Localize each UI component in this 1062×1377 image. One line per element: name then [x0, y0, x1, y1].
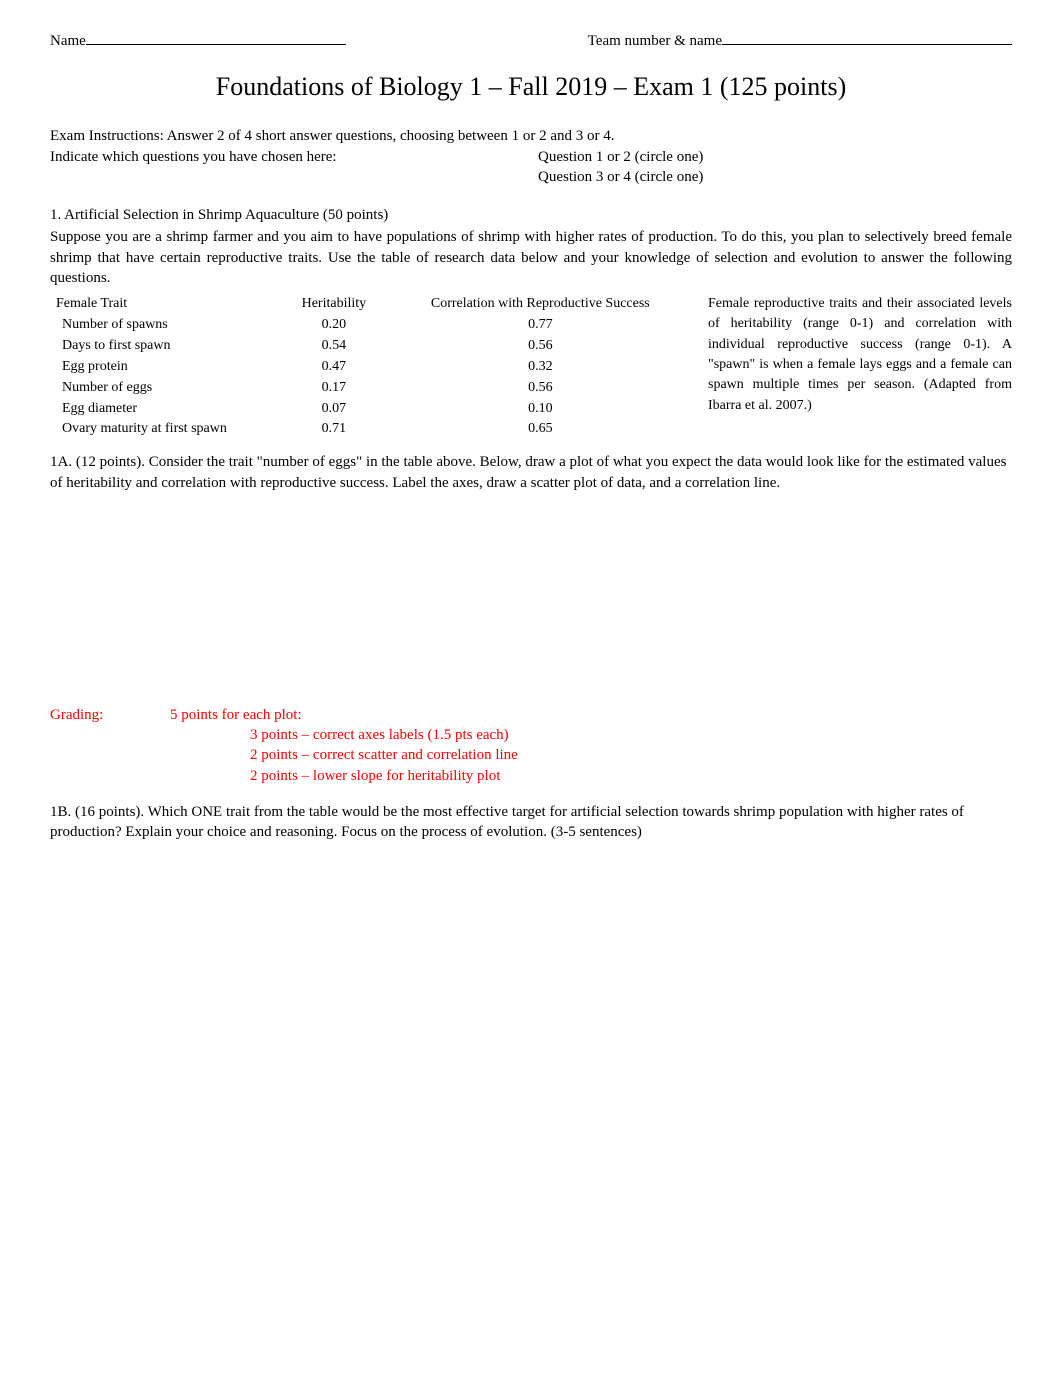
q1b-text: 1B. (16 points). Which ONE trait from th…	[50, 802, 1012, 843]
table-cell: Number of eggs	[50, 378, 277, 399]
team-blank-line	[722, 30, 1012, 45]
grading-sub2: 2 points – correct scatter and correlati…	[250, 745, 1012, 765]
table-caption: Female reproductive traits and their ass…	[708, 294, 1012, 440]
table-cell: Egg diameter	[50, 399, 277, 420]
col-header-correlation: Correlation with Reproductive Success	[391, 294, 690, 315]
table-cell: 0.17	[277, 378, 391, 399]
instructions-block: Exam Instructions: Answer 2 of 4 short a…	[50, 126, 1012, 187]
name-blank-line	[86, 30, 346, 45]
table-cell: Days to first spawn	[50, 336, 277, 357]
table-cell: 0.20	[277, 315, 391, 336]
data-table-wrap: Female Trait Heritability Correlation wi…	[50, 294, 690, 440]
table-row: Number of spawns0.200.77	[50, 315, 690, 336]
table-cell: 0.71	[277, 419, 391, 440]
instructions-line2-right: Question 1 or 2 (circle one)	[538, 147, 1012, 167]
table-cell: 0.56	[391, 378, 690, 399]
table-cell: 0.65	[391, 419, 690, 440]
table-row: Egg protein0.470.32	[50, 357, 690, 378]
instructions-line3-right: Question 3 or 4 (circle one)	[538, 167, 1012, 187]
table-cell: 0.56	[391, 336, 690, 357]
grading-label: Grading:	[50, 705, 170, 725]
instructions-line2-left: Indicate which questions you have chosen…	[50, 147, 538, 167]
q1a-text: 1A. (12 points). Consider the trait "num…	[50, 452, 1012, 493]
table-cell: 0.10	[391, 399, 690, 420]
grading-sub3: 2 points – lower slope for heritability …	[250, 766, 1012, 786]
instructions-row2: Indicate which questions you have chosen…	[50, 147, 1012, 167]
q1-header: 1. Artificial Selection in Shrimp Aquacu…	[50, 205, 1012, 225]
grading-block: Grading: 5 points for each plot: 3 point…	[50, 705, 1012, 786]
table-cell: Ovary maturity at first spawn	[50, 419, 277, 440]
table-cell: 0.47	[277, 357, 391, 378]
table-cell: 0.32	[391, 357, 690, 378]
table-cell: Number of spawns	[50, 315, 277, 336]
col-header-trait: Female Trait	[50, 294, 277, 315]
grading-row-main: Grading: 5 points for each plot:	[50, 705, 1012, 725]
answer-space	[50, 846, 1012, 1196]
name-field: Name	[50, 30, 346, 51]
col-header-heritability: Heritability	[277, 294, 391, 315]
table-cell: Egg protein	[50, 357, 277, 378]
table-cell: 0.77	[391, 315, 690, 336]
table-row: Ovary maturity at first spawn0.710.65	[50, 419, 690, 440]
grading-sub1: 3 points – correct axes labels (1.5 pts …	[250, 725, 1012, 745]
instructions-row3: Question 3 or 4 (circle one)	[50, 167, 1012, 187]
grading-main: 5 points for each plot:	[170, 705, 302, 725]
table-and-caption: Female Trait Heritability Correlation wi…	[50, 294, 1012, 440]
team-label: Team number & name	[588, 31, 722, 51]
traits-table: Female Trait Heritability Correlation wi…	[50, 294, 690, 440]
q1-intro: Suppose you are a shrimp farmer and you …	[50, 227, 1012, 288]
table-row: Number of eggs0.170.56	[50, 378, 690, 399]
header-fields: Name Team number & name	[50, 30, 1012, 51]
table-row: Days to first spawn0.540.56	[50, 336, 690, 357]
plot-drawing-space	[50, 497, 1012, 697]
table-header-row: Female Trait Heritability Correlation wi…	[50, 294, 690, 315]
table-cell: 0.07	[277, 399, 391, 420]
instructions-line1: Exam Instructions: Answer 2 of 4 short a…	[50, 126, 1012, 146]
table-cell: 0.54	[277, 336, 391, 357]
team-field: Team number & name	[588, 30, 1012, 51]
instructions-line3-left	[50, 167, 538, 187]
table-row: Egg diameter0.070.10	[50, 399, 690, 420]
page-title: Foundations of Biology 1 – Fall 2019 – E…	[50, 69, 1012, 104]
name-label: Name	[50, 31, 86, 51]
